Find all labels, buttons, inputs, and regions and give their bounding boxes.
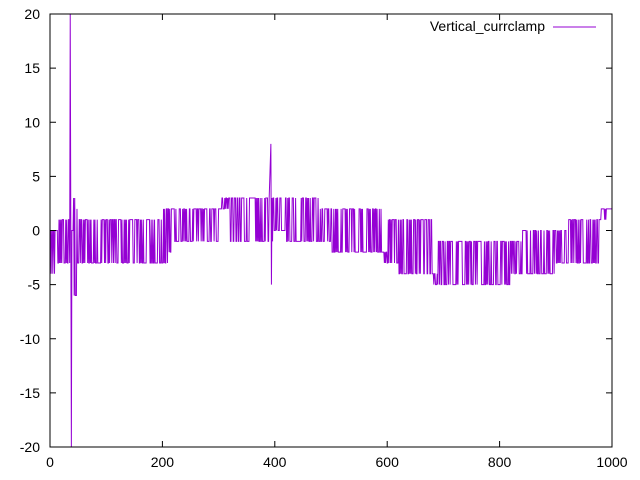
tick-layer: 0 200 400 600 800 1000 -20 -15 -10 -5 0 5 10 15 20 [20, 6, 628, 470]
x-tick-label: 0 [46, 454, 54, 470]
y-tick-label: 10 [24, 114, 40, 130]
series-line [50, 13, 612, 448]
data-layer [50, 13, 612, 448]
y-tick-label: -10 [20, 331, 40, 347]
legend-label: Vertical_currclamp [430, 18, 545, 34]
x-tick-label: 800 [488, 454, 512, 470]
y-tick-label: -20 [20, 439, 40, 455]
y-tick-label: 15 [24, 60, 40, 76]
y-tick-label: 20 [24, 6, 40, 22]
x-tick-label: 600 [376, 454, 400, 470]
y-tick-label: 0 [32, 223, 40, 239]
x-tick-label: 1000 [596, 454, 627, 470]
y-tick-label: 5 [32, 168, 40, 184]
y-tick-label: -15 [20, 385, 40, 401]
y-tick-label: -5 [28, 277, 41, 293]
x-tick-label: 400 [263, 454, 287, 470]
legend: Vertical_currclamp [430, 18, 596, 34]
x-tick-label: 200 [151, 454, 175, 470]
